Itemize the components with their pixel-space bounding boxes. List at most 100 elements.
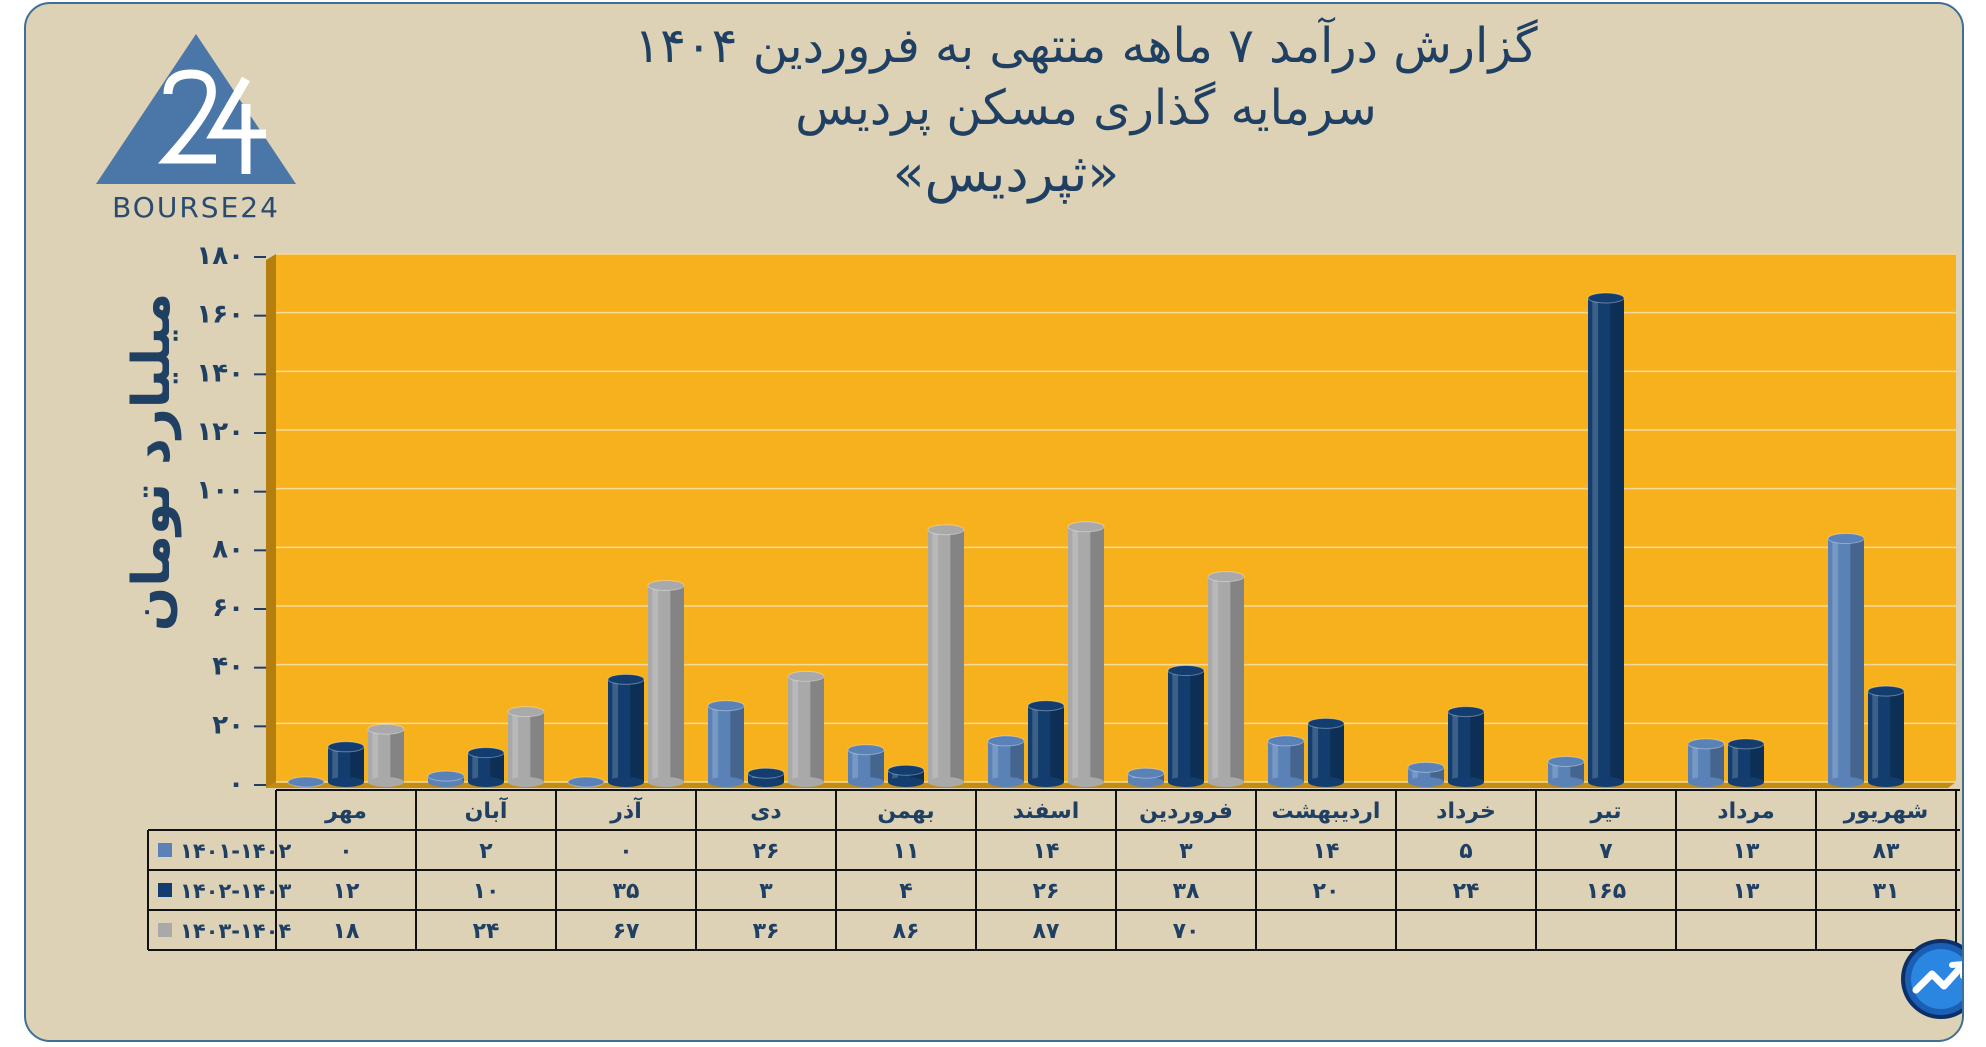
bar-base	[608, 777, 644, 787]
bar-cap	[1167, 665, 1205, 677]
bar-body	[1308, 723, 1344, 782]
bar-body	[328, 746, 364, 782]
table-cell-value: ۸۶	[893, 919, 920, 944]
bar	[1407, 761, 1445, 787]
bar-base	[1548, 777, 1584, 787]
bar-shade	[1850, 538, 1864, 782]
bar-highlight	[1692, 743, 1699, 782]
bar-highlight	[612, 679, 619, 782]
bar-body	[1548, 761, 1584, 782]
title-line-2: سرمایه گذاری مسکن پردیس	[795, 80, 1377, 136]
bar-highlight	[1832, 538, 1839, 782]
category-label: تیر	[1590, 799, 1622, 824]
bar-shade	[390, 729, 404, 782]
table-cell-value: ۳	[1179, 839, 1193, 864]
category-label: آذر	[609, 796, 642, 824]
bar-cap	[987, 735, 1025, 747]
bar-base	[368, 777, 404, 787]
bar-highlight	[1872, 691, 1879, 782]
bar-base	[928, 777, 964, 787]
bar	[1447, 706, 1485, 787]
bar	[1207, 571, 1245, 787]
bar-shade	[770, 773, 784, 782]
bar-cap	[1587, 292, 1625, 304]
bar-shade	[1090, 526, 1104, 782]
bar-shade	[1190, 670, 1204, 782]
table-cell-value: ۱۱	[893, 839, 920, 864]
bar-highlight	[712, 705, 719, 782]
bar-cap	[1687, 738, 1725, 750]
bar-highlight	[472, 752, 479, 782]
bar	[707, 700, 745, 787]
bar-body	[1588, 298, 1624, 782]
table-cell-value: ۴	[899, 879, 912, 904]
bar-highlight	[1732, 743, 1739, 782]
table-cell-value: ۵	[1459, 839, 1472, 864]
bar-cap	[1207, 571, 1245, 583]
table-cell-value: ۱۶۵	[1586, 879, 1626, 904]
bar-shade	[1230, 576, 1244, 782]
bar-cap	[887, 764, 925, 776]
bar	[427, 770, 465, 787]
bar-base	[1308, 777, 1344, 787]
bar-base	[1128, 777, 1164, 787]
bar-base	[1728, 777, 1764, 787]
bar	[1687, 738, 1725, 787]
bar	[1307, 717, 1345, 787]
y-tick-label: ۸۰	[212, 534, 244, 564]
bar-highlight	[752, 773, 759, 782]
bar-highlight	[932, 529, 939, 782]
bar-body	[1068, 526, 1104, 782]
bar-highlight	[332, 746, 339, 782]
bar	[1167, 665, 1205, 787]
bar-body	[1208, 576, 1244, 782]
bar	[1067, 521, 1105, 787]
y-tick-label: ۰	[228, 769, 244, 799]
bar-shade	[530, 711, 544, 782]
bar	[927, 524, 965, 787]
bar-highlight	[852, 749, 859, 782]
bar-cap	[1067, 521, 1105, 533]
bar	[1267, 735, 1305, 787]
bar	[887, 764, 925, 787]
bar-cap	[467, 747, 505, 759]
table-cell-value: ۱۴	[1313, 839, 1340, 864]
y-tick-label: ۱۰۰	[196, 476, 244, 506]
category-label: مهر	[324, 799, 367, 824]
bar-highlight	[652, 585, 659, 782]
bar-highlight	[1032, 705, 1039, 782]
bar	[1867, 685, 1905, 787]
table-cell-value: ۶۷	[613, 919, 640, 944]
table-cell-value: ۲۶	[753, 839, 780, 864]
bar-shade	[630, 679, 644, 782]
bar-base	[1268, 777, 1304, 787]
bar-body	[1728, 743, 1764, 782]
bar-body	[988, 740, 1024, 782]
table-cell-value: ۸۳	[1873, 839, 1900, 864]
bar-cap	[1127, 767, 1165, 779]
table-cell-value: ۰	[619, 839, 632, 864]
bar-body	[1168, 670, 1204, 782]
bar-highlight	[1312, 723, 1319, 782]
y-tick-label: ۱۴۰	[196, 358, 244, 388]
legend-swatch	[158, 923, 172, 937]
bar-base	[788, 777, 824, 787]
category-label: فروردین	[1139, 799, 1233, 824]
table-cell-value: ۸۷	[1033, 919, 1060, 944]
bar-cap	[707, 700, 745, 712]
bar-body	[848, 749, 884, 782]
bar-shade	[1470, 711, 1484, 782]
bar-base	[1828, 777, 1864, 787]
bar	[367, 723, 405, 787]
table-cell-value: ۱۴	[1033, 839, 1060, 864]
series-label: ۱۴۰۱-۱۴۰۲	[180, 839, 291, 863]
bar-highlight	[1172, 670, 1179, 782]
bar-cap	[427, 770, 465, 782]
table-cell-value: ۳	[759, 879, 773, 904]
bar-body	[608, 679, 644, 782]
bar-body	[1868, 691, 1904, 782]
bar-cap	[367, 723, 405, 735]
bar-shade	[1570, 761, 1584, 782]
bar-shade	[730, 705, 744, 782]
